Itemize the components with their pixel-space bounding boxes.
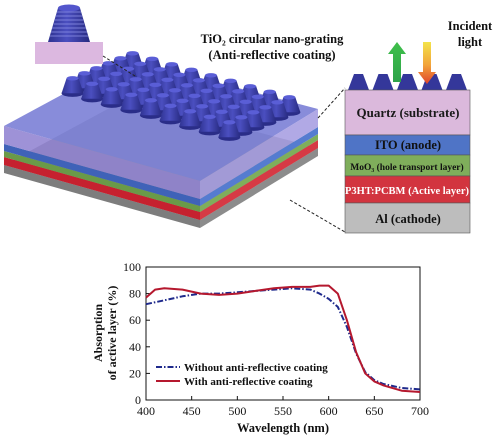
x-tick-label: 600 (320, 404, 338, 418)
quartz-layer-3d-side (200, 109, 318, 199)
nano-cone (179, 109, 202, 130)
ito-layer-3d-side (200, 127, 318, 206)
x-tick-label: 700 (411, 404, 429, 418)
light-label-line1: Incident (448, 19, 493, 33)
y-tick-label: 40 (129, 340, 141, 354)
x-tick-label: 650 (365, 404, 383, 418)
ito-layer-3d-front (4, 144, 200, 206)
x-axis-label: Wavelength (nm) (237, 421, 329, 435)
layer-label-quartz: Quartz (substrate) (357, 105, 460, 120)
nano-cone (100, 87, 123, 108)
series-without-coating (145, 287, 421, 391)
series-with-coating (145, 284, 421, 393)
y-tick-label: 0 (135, 393, 141, 407)
nano-cone (139, 98, 162, 119)
al-layer-3d-side (200, 148, 318, 228)
grating-label-line1: TiO₂ circular nano-grating (201, 32, 344, 46)
legend-label-without: Without anti-reflective coating (184, 362, 328, 374)
grating-bumps (348, 74, 467, 90)
layer-label-al: Al (cathode) (375, 212, 441, 226)
reflected-light-arrow (388, 42, 406, 82)
device-3d (4, 51, 318, 228)
y-axis-label-line2: of active layer (%) (105, 286, 119, 381)
series-lines (145, 284, 421, 393)
grating-bump (372, 74, 394, 90)
x-tick-label: 400 (137, 404, 155, 418)
incident-light-arrow (418, 42, 436, 84)
absorption-chart: 400 450 500 550 600 650 700 0 20 40 60 80 100 Wavele… (91, 260, 429, 435)
light-label-line2: light (458, 35, 483, 49)
moo3-layer-3d-front (4, 151, 200, 212)
y-tick-label: 80 (129, 287, 141, 301)
y-tick-label: 100 (123, 260, 141, 274)
connector-bottom (289, 199, 346, 233)
y-axis-label-line1: Absorption (91, 304, 105, 362)
grating-bump (397, 74, 418, 90)
active-layer-3d-side (200, 140, 318, 220)
nano-cone (61, 76, 84, 97)
cone-array (61, 51, 301, 141)
nano-cone (120, 92, 143, 114)
nano-cone (198, 114, 221, 136)
x-tick-label: 500 (228, 404, 246, 418)
cross-section: Quartz (substrate) ITO (anode) MoO₃ (hol… (344, 42, 471, 234)
x-tick-label: 550 (274, 404, 292, 418)
grating-label-line2: (Anti-reflective coating) (208, 48, 335, 62)
moo3-layer-3d-side (200, 134, 318, 212)
x-tick-label: 450 (183, 404, 201, 418)
grating-bump (348, 74, 369, 90)
grating-bump (446, 74, 467, 90)
layer-active (344, 175, 471, 204)
active-layer-3d-front (4, 157, 200, 220)
layer-label-ito: ITO (anode) (375, 138, 441, 152)
layer-al (344, 202, 471, 234)
nano-cone (218, 120, 241, 141)
layer-label-active: P3HT:PCBM (Active layer) (345, 186, 470, 197)
nano-cone (159, 103, 182, 125)
connector-top (317, 87, 346, 119)
layer-label-moo3: MoO₃ (hole transport layer) (350, 162, 463, 173)
cone-zoom-inset (35, 4, 136, 77)
nano-cone (81, 81, 104, 103)
legend-label-with: With anti-reflective coating (184, 376, 313, 388)
axis-ticks: 400 450 500 550 600 650 700 0 20 40 60 80 100 (123, 260, 429, 418)
y-tick-label: 60 (129, 313, 141, 327)
y-tick-label: 20 (129, 366, 141, 380)
al-layer-3d-front (4, 165, 200, 228)
quartz-layer-3d-front (4, 126, 200, 199)
legend: Without anti-reflective coating With ant… (156, 362, 328, 388)
